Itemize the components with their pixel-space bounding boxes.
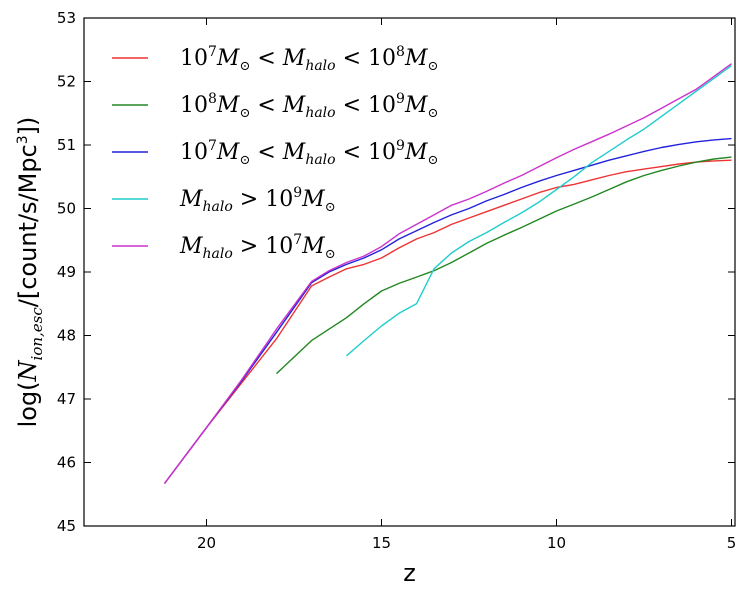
y-tick-label: 51: [57, 136, 76, 154]
y-label-exponent: 3: [15, 135, 31, 144]
legend-c_sub: halo: [305, 58, 335, 74]
legend-b: M: [216, 46, 240, 71]
x-tick-label: 5: [727, 534, 737, 552]
legend-e_sub: ⊙: [325, 247, 336, 262]
legend-entry: 108M⊙ < Mhalo < 109M⊙: [180, 91, 438, 121]
legend-d_exp: 8: [396, 44, 405, 60]
legend-c: M: [179, 234, 203, 259]
legend-entry: Mhalo > 109M⊙: [179, 185, 336, 215]
legend-d: 10: [368, 93, 396, 118]
y-tick-label: 45: [57, 517, 76, 535]
series-line-2: [276, 156, 732, 375]
y-label-symbol: N: [14, 359, 42, 382]
legend-e: M: [404, 93, 428, 118]
legend-d: 10: [265, 187, 293, 212]
legend-c: M: [282, 46, 306, 71]
legend-d: 10: [368, 140, 396, 165]
legend-a_exp: 7: [208, 138, 217, 154]
legend-c_sub: halo: [305, 105, 335, 121]
legend-d: 10: [265, 234, 293, 259]
legend-e: M: [404, 46, 428, 71]
y-tick-label: 46: [57, 454, 76, 472]
legend-op1: <: [250, 140, 282, 165]
legend-e_sub: ⊙: [427, 106, 438, 121]
legend-entry: 107M⊙ < Mhalo < 109M⊙: [180, 138, 438, 168]
x-tick-label: 10: [547, 534, 566, 552]
legend-op2: >: [233, 234, 265, 259]
legend-a: 10: [180, 93, 208, 118]
legend-op1: <: [250, 93, 282, 118]
legend-c_sub: halo: [203, 246, 233, 262]
x-axis-label: z: [403, 559, 416, 587]
legend-a: 10: [180, 46, 208, 71]
series-line-1: [163, 159, 732, 484]
ticks-layer: 20 15 10 5 45 46 47 48 49 50 51 52 53: [57, 9, 736, 552]
legend-b_sub: ⊙: [239, 59, 250, 74]
y-label-units: /[count/s/Mpc: [14, 144, 42, 307]
legend-d_exp: 7: [293, 232, 302, 248]
legend-c_sub: halo: [203, 199, 233, 215]
legend-b_sub: ⊙: [239, 153, 250, 168]
series-line-5: [163, 63, 732, 484]
legend-a: 10: [180, 140, 208, 165]
y-tick-label: 47: [57, 390, 76, 408]
legend-a_exp: 8: [208, 91, 217, 107]
x-tick-label: 15: [372, 534, 391, 552]
legend-e: M: [301, 187, 325, 212]
legend-d_exp: 9: [396, 138, 405, 154]
legend-op2: <: [336, 140, 368, 165]
y-tick-label: 50: [57, 200, 76, 218]
y-tick-label: 48: [57, 327, 76, 345]
y-tick-label: 49: [57, 263, 76, 281]
legend-d: 10: [368, 46, 396, 71]
legend-entry: 107M⊙ < Mhalo < 108M⊙: [180, 44, 438, 74]
legend-b: M: [216, 140, 240, 165]
series-line-4: [346, 65, 732, 357]
legend: 107M⊙ < Mhalo < 108M⊙108M⊙ < Mhalo < 109…: [112, 44, 438, 262]
legend-op2: <: [336, 93, 368, 118]
legend-e_sub: ⊙: [325, 200, 336, 215]
legend-e_sub: ⊙: [427, 59, 438, 74]
legend-c: M: [282, 93, 306, 118]
series-line-3: [163, 137, 732, 484]
y-tick-label: 53: [57, 9, 76, 27]
legend-a_exp: 7: [208, 44, 217, 60]
series-layer: [163, 63, 732, 484]
y-label-suffix: ]): [14, 117, 42, 136]
y-axis-label: log(Nion,esc/[count/s/Mpc3]): [14, 117, 46, 428]
legend-c: M: [282, 140, 306, 165]
legend-entry: Mhalo > 107M⊙: [179, 232, 336, 262]
legend-c_sub: halo: [305, 152, 335, 168]
y-label-subscript: ion,esc: [28, 307, 46, 361]
legend-b_sub: ⊙: [239, 106, 250, 121]
legend-op1: <: [250, 46, 282, 71]
y-tick-label: 52: [57, 73, 76, 91]
plot-frame: [83, 17, 736, 527]
legend-e_sub: ⊙: [427, 153, 438, 168]
legend-b: M: [216, 93, 240, 118]
legend-e: M: [404, 140, 428, 165]
x-tick-label: 20: [197, 534, 216, 552]
legend-op2: >: [233, 187, 265, 212]
legend-d_exp: 9: [396, 91, 405, 107]
y-label-prefix: log(: [14, 381, 42, 427]
legend-c: M: [179, 187, 203, 212]
legend-e: M: [301, 234, 325, 259]
legend-d_exp: 9: [293, 185, 302, 201]
legend-op2: <: [336, 46, 368, 71]
